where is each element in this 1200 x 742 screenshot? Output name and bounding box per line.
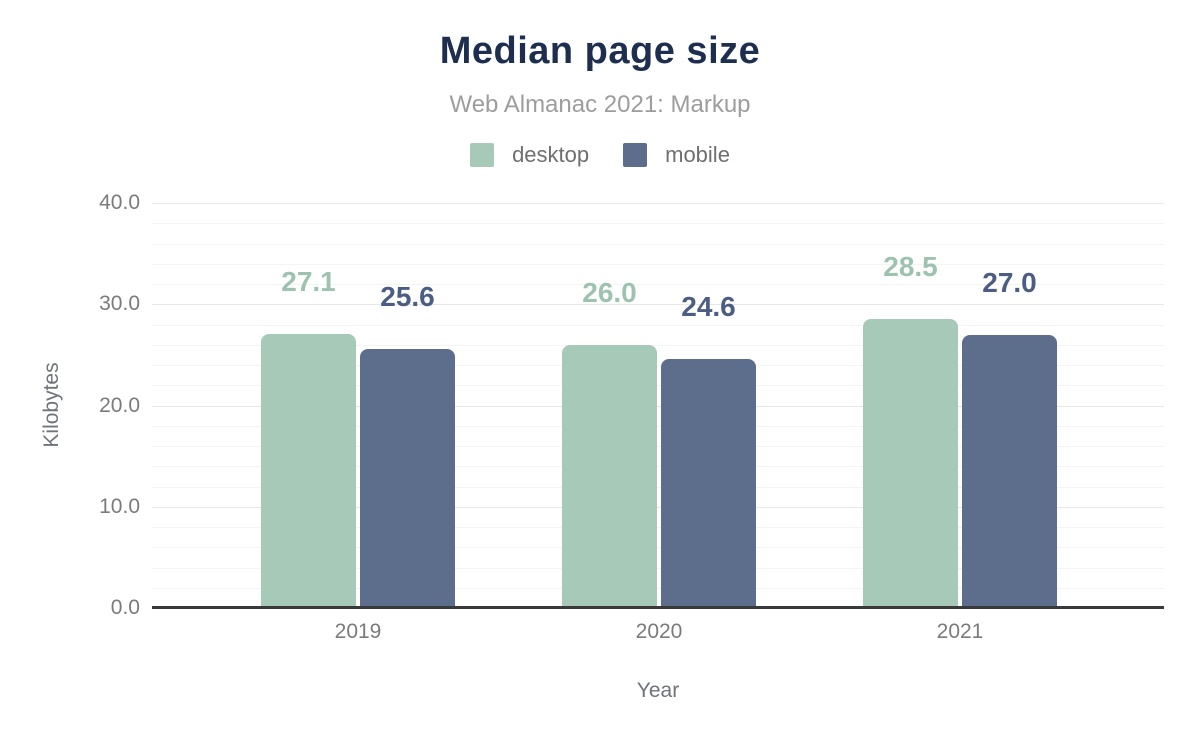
- legend-swatch-desktop: [470, 143, 495, 167]
- gridline-minor: [152, 567, 1164, 569]
- value-label-mobile-2020: 24.6: [681, 290, 736, 322]
- gridline-minor: [152, 263, 1164, 265]
- gridline-minor: [152, 466, 1164, 468]
- bar-mobile-2020: [661, 358, 756, 608]
- gridline-minor: [152, 324, 1164, 326]
- value-label-desktop-2021: 28.5: [883, 251, 938, 283]
- gridline-minor: [152, 365, 1164, 366]
- x-tick-label: 2020: [635, 620, 683, 643]
- bar-desktop-2021: [863, 319, 958, 608]
- gridline-minor: [152, 385, 1164, 387]
- plot-area: 0.0 10.0 20.0 30.0 40.0 27.1 26.0 28.5 25.6 24.6 2…: [99, 191, 1164, 643]
- x-tick-label: 2019: [334, 620, 382, 643]
- gridline-major: [152, 405, 1164, 407]
- legend-label-mobile: mobile: [665, 142, 730, 167]
- x-axis-title: Year: [636, 679, 680, 702]
- gridline-minor: [152, 284, 1164, 285]
- value-label-mobile-2021: 27.0: [982, 266, 1037, 298]
- bar-desktop-2020: [562, 344, 657, 608]
- x-tick-label: 2021: [936, 620, 984, 643]
- y-tick-label: 40.0: [99, 191, 140, 214]
- legend-swatch-mobile: [623, 143, 648, 167]
- bar-desktop-2019: [261, 333, 356, 608]
- legend-label-desktop: desktop: [512, 142, 590, 167]
- y-tick-label: 0.0: [110, 596, 140, 619]
- legend-item-desktop: desktop: [470, 142, 589, 168]
- chart-subtitle: Web Almanac 2021: Markup: [449, 91, 751, 118]
- y-tick-label: 20.0: [99, 393, 140, 417]
- value-label-desktop-2019: 27.1: [281, 265, 336, 297]
- gridline-minor: [152, 425, 1164, 427]
- value-label-desktop-2020: 26.0: [582, 276, 637, 308]
- gridline-minor: [152, 587, 1164, 589]
- gridline-minor: [152, 527, 1164, 528]
- legend: desktop mobile: [0, 142, 1200, 168]
- gridline-minor: [152, 547, 1164, 549]
- y-axis-title: Kilobytes: [40, 362, 63, 448]
- chart-title: Median page size: [439, 30, 761, 72]
- gridline-minor: [152, 446, 1164, 447]
- value-label-mobile-2019: 25.6: [380, 280, 435, 312]
- y-tick-label: 30.0: [99, 292, 140, 316]
- bar-mobile-2019: [360, 348, 455, 608]
- gridline-minor: [152, 344, 1164, 346]
- gridline-minor: [152, 243, 1164, 245]
- legend-item-mobile: mobile: [623, 142, 730, 168]
- gridline-minor: [152, 223, 1164, 225]
- gridline-major: [152, 203, 1164, 204]
- y-tick-label: 10.0: [99, 494, 140, 518]
- gridline-major: [152, 506, 1164, 508]
- x-axis-line: [152, 606, 1164, 609]
- gridline-minor: [152, 486, 1164, 488]
- bar-mobile-2021: [962, 334, 1057, 608]
- gridline-major: [152, 304, 1164, 306]
